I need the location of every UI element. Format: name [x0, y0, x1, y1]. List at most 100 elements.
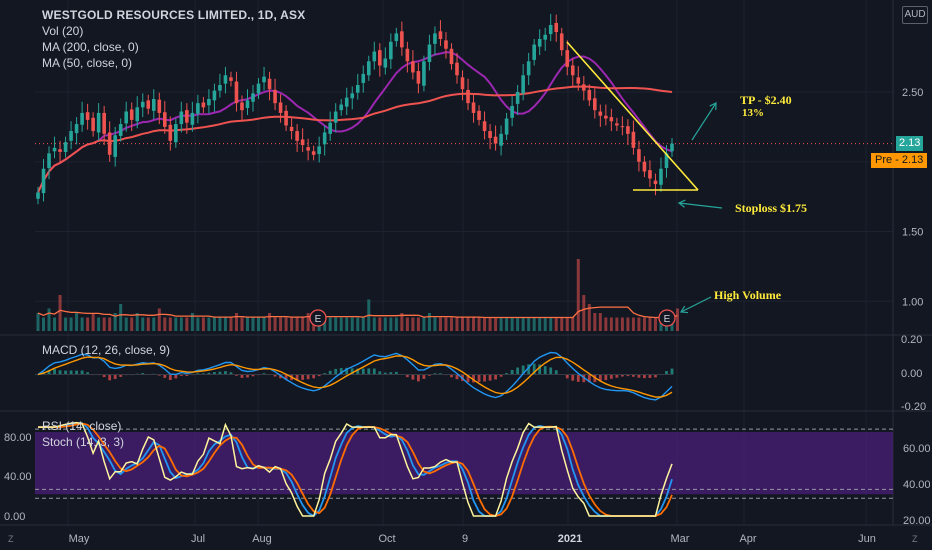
volume-bar: [527, 317, 531, 331]
candle-body: [289, 126, 294, 132]
volume-bar: [494, 317, 498, 331]
stoploss-arrow-icon: [678, 202, 723, 209]
stoch-d-line: [38, 422, 673, 517]
candle-body: [135, 107, 140, 122]
volume-bar: [328, 317, 332, 331]
macd-tick-label: 0.20: [901, 334, 922, 346]
candle-body: [240, 102, 244, 111]
volume-bar: [323, 317, 327, 331]
currency-badge[interactable]: AUD: [902, 6, 928, 24]
volume-bar: [637, 317, 641, 331]
volume-bar: [472, 317, 476, 331]
volume-bar: [201, 317, 205, 331]
candle-body: [449, 48, 454, 65]
candle-body: [328, 122, 332, 134]
candle-body: [196, 103, 200, 114]
stoch-title[interactable]: Stoch (14, 3, 3): [42, 435, 125, 449]
candle-body: [664, 153, 669, 169]
macd-histogram-bar: [168, 374, 172, 381]
volume-bar: [631, 317, 635, 331]
volume-bar: [378, 317, 382, 331]
volume-bar: [190, 313, 194, 331]
volume-bar: [626, 317, 630, 331]
stoploss-annotation: Stoploss $1.75: [735, 201, 808, 215]
macd-histogram-bar: [323, 373, 327, 375]
macd-histogram-bar: [119, 374, 123, 377]
candle-body: [537, 38, 542, 47]
volume-arrow-icon-head: [679, 305, 689, 314]
candle-body: [278, 102, 283, 113]
volume-bar: [356, 317, 360, 331]
volume-bar: [146, 317, 150, 331]
candle-body: [174, 124, 178, 143]
price-tick-label: 1.00: [902, 296, 923, 308]
symbol-title[interactable]: WESTGOLD RESOURCES LIMITED., 1D, ASX: [42, 8, 306, 22]
volume-bar: [516, 317, 520, 331]
volume-bar: [620, 317, 624, 331]
macd-histogram-bar: [279, 374, 282, 379]
volume-bar: [576, 259, 580, 331]
volume-bar: [339, 317, 343, 331]
macd-histogram-bar: [538, 364, 542, 375]
candle-body: [631, 131, 636, 148]
macd-histogram-bar: [108, 374, 112, 381]
macd-histogram-bar: [262, 373, 266, 375]
time-tick-label: 9: [462, 533, 468, 545]
macd-histogram-bar: [411, 374, 415, 380]
candle-body: [355, 85, 360, 93]
volume-bar: [130, 317, 134, 331]
volume-bar: [615, 317, 619, 331]
candle-body: [581, 84, 586, 91]
macd-histogram-bar: [157, 374, 161, 376]
macd-histogram-bar: [637, 374, 641, 378]
volume-bar: [284, 317, 288, 331]
candle-body: [626, 126, 630, 134]
candle-body: [477, 110, 481, 120]
candle-body: [129, 109, 134, 120]
macd-histogram-bar: [609, 374, 613, 379]
macd-histogram-bar: [516, 367, 520, 375]
macd-histogram-bar: [240, 374, 244, 378]
candle-body: [223, 75, 228, 84]
macd-histogram-bar: [213, 372, 216, 375]
volume-bar: [141, 317, 145, 331]
macd-histogram-bar: [494, 374, 497, 380]
candle-body: [63, 142, 68, 152]
volume-bar: [455, 317, 459, 331]
volume-bar: [549, 317, 553, 331]
indicator-ma200[interactable]: MA (200, close, 0): [42, 40, 139, 54]
candle-body: [218, 85, 222, 91]
rsi-title[interactable]: RSI (14, close): [42, 419, 122, 433]
candle-body: [372, 51, 377, 62]
macd-title[interactable]: MACD (12, 26, close, 9): [42, 343, 171, 357]
candle-body: [526, 61, 531, 76]
macd-histogram-bar: [246, 374, 249, 378]
volume-bar: [185, 317, 189, 331]
candle-body: [570, 65, 575, 76]
macd-histogram-bar: [207, 372, 211, 375]
volume-bar: [477, 317, 481, 331]
macd-histogram-bar: [229, 372, 233, 375]
volume-arrow-icon: [680, 296, 712, 313]
macd-histogram-bar: [615, 374, 619, 378]
candle-body: [510, 105, 514, 118]
macd-histogram-bar: [587, 374, 591, 383]
macd-histogram-bar: [394, 371, 398, 375]
candle-body: [163, 112, 167, 127]
volume-bar: [196, 317, 200, 331]
earnings-marker-icon: [658, 309, 676, 327]
stoch-tick-label: 0.00: [4, 511, 25, 523]
volume-bar: [361, 317, 365, 331]
candle-body: [245, 100, 250, 109]
volume-bar: [301, 317, 305, 331]
macd-histogram-bar: [543, 366, 547, 375]
macd-histogram-bar: [163, 374, 167, 378]
volume-bar: [53, 317, 57, 331]
macd-histogram-bar: [428, 374, 431, 376]
candle-body: [411, 61, 415, 73]
volume-bar: [510, 317, 514, 331]
indicator-volume[interactable]: Vol (20): [42, 24, 84, 38]
volume-bar: [97, 317, 101, 331]
indicator-ma50[interactable]: MA (50, close, 0): [42, 56, 133, 70]
